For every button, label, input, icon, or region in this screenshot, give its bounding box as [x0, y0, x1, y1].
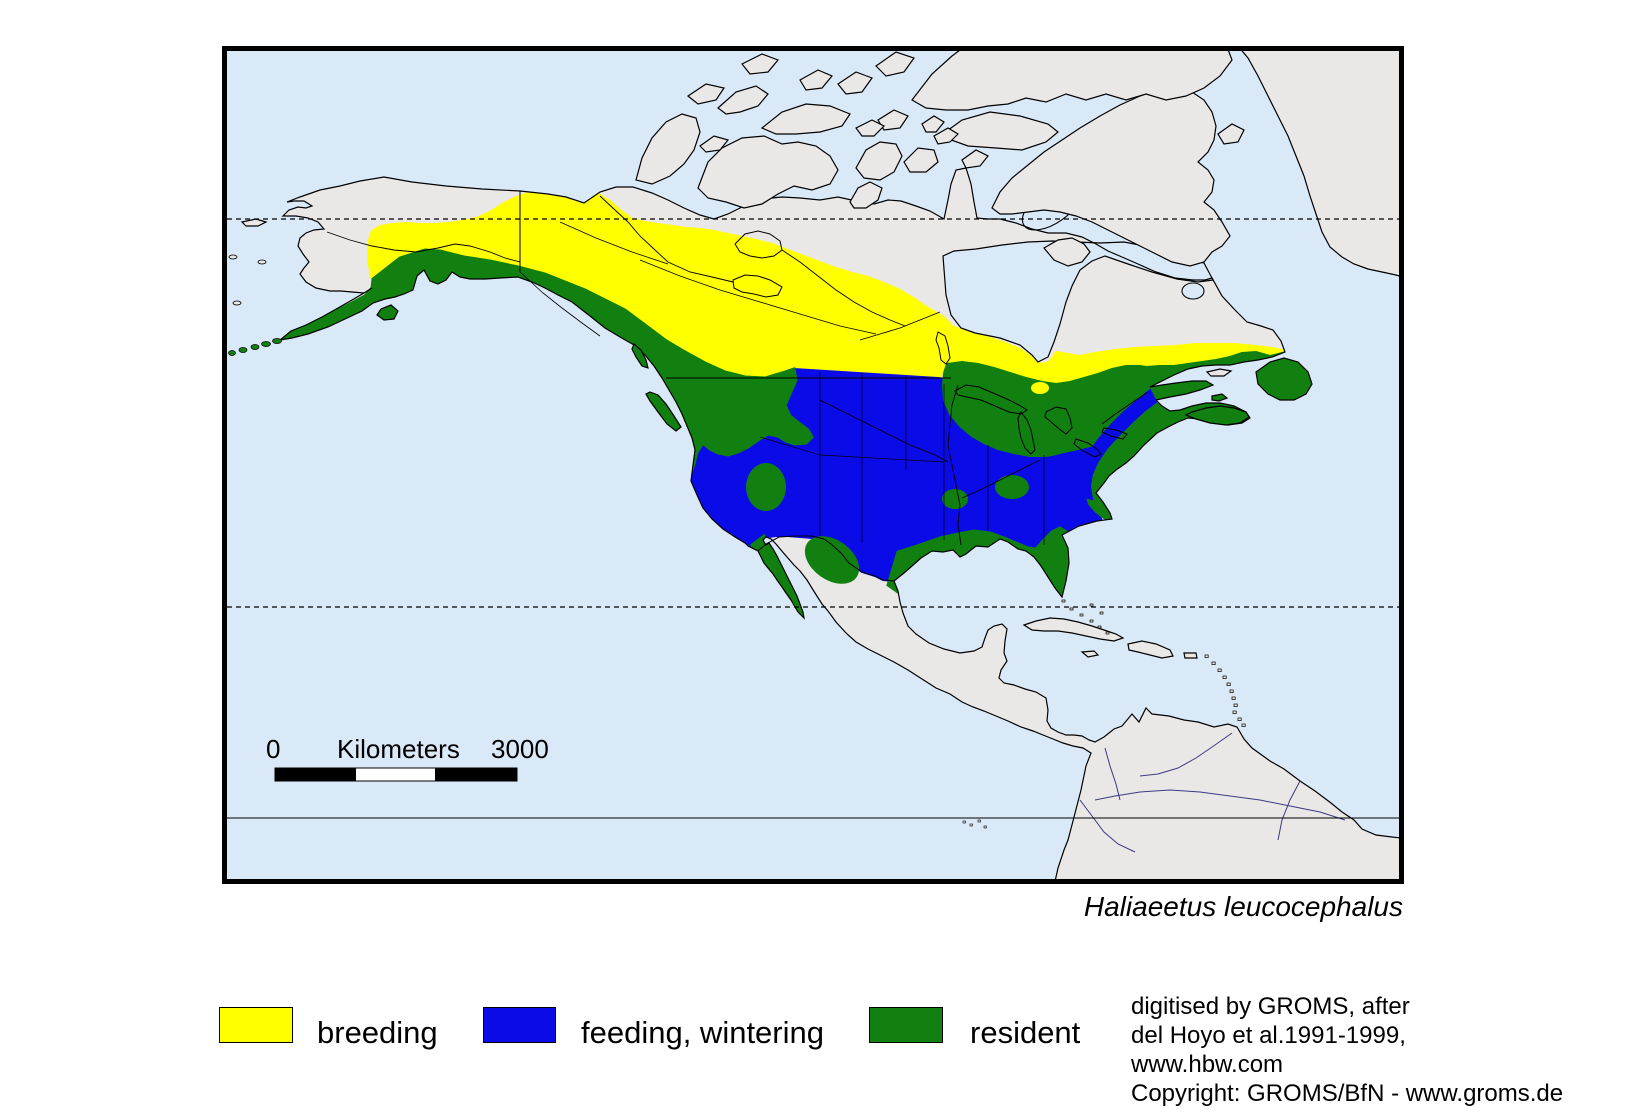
svg-text:feeding, wintering: feeding, wintering: [581, 1015, 824, 1050]
svg-text:del Hoyo et al.1991-1999,: del Hoyo et al.1991-1999,: [1131, 1022, 1406, 1049]
svg-text:Kilometers: Kilometers: [337, 734, 460, 764]
svg-text:3000: 3000: [491, 734, 549, 764]
svg-text:www.hbw.com: www.hbw.com: [1130, 1051, 1283, 1078]
svg-text:digitised by GROMS, after: digitised by GROMS, after: [1131, 993, 1410, 1020]
svg-text:0: 0: [266, 734, 280, 764]
svg-text:Haliaeetus leucocephalus: Haliaeetus leucocephalus: [1084, 891, 1403, 922]
svg-text:resident: resident: [970, 1015, 1081, 1050]
svg-text:breeding: breeding: [317, 1015, 438, 1050]
svg-text:Copyright: GROMS/BfN - www.gro: Copyright: GROMS/BfN - www.groms.de: [1131, 1080, 1563, 1107]
